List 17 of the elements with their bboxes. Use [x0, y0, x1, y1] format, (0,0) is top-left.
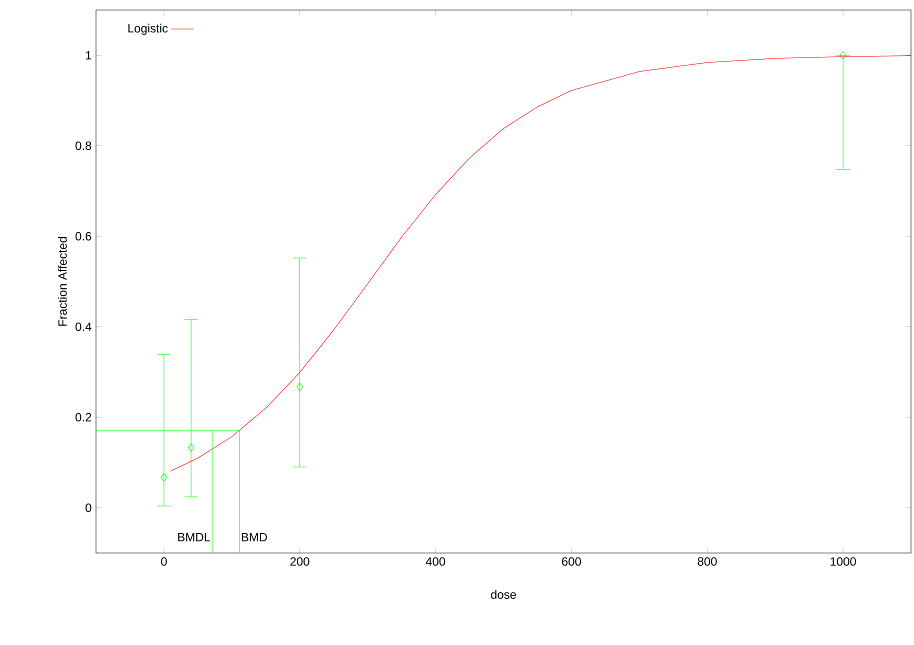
y-tick-label: 0.6 — [76, 232, 92, 240]
y-tick-label: 1 — [86, 51, 92, 60]
x-tick-label: 200 — [290, 557, 310, 566]
x-tick-label: 0 — [161, 557, 167, 566]
x-tick-label: 800 — [698, 557, 717, 566]
x-axis-title: dose — [490, 590, 516, 599]
y-tick-label: 0.8 — [76, 141, 92, 150]
y-tick-label: 0 — [86, 503, 92, 512]
legend-label: Logistic — [128, 24, 168, 35]
y-axis-title: Fraction Affected — [58, 237, 67, 326]
y-tick-label: 0.4 — [76, 322, 92, 331]
x-tick-label: 600 — [562, 557, 581, 566]
y-tick-label: 0.2 — [76, 412, 92, 422]
x-tick-label: 400 — [426, 557, 446, 566]
x-tick-label: 1000 — [830, 557, 856, 566]
annotation: BMD — [242, 533, 268, 542]
annotation: BMDL — [178, 533, 210, 542]
